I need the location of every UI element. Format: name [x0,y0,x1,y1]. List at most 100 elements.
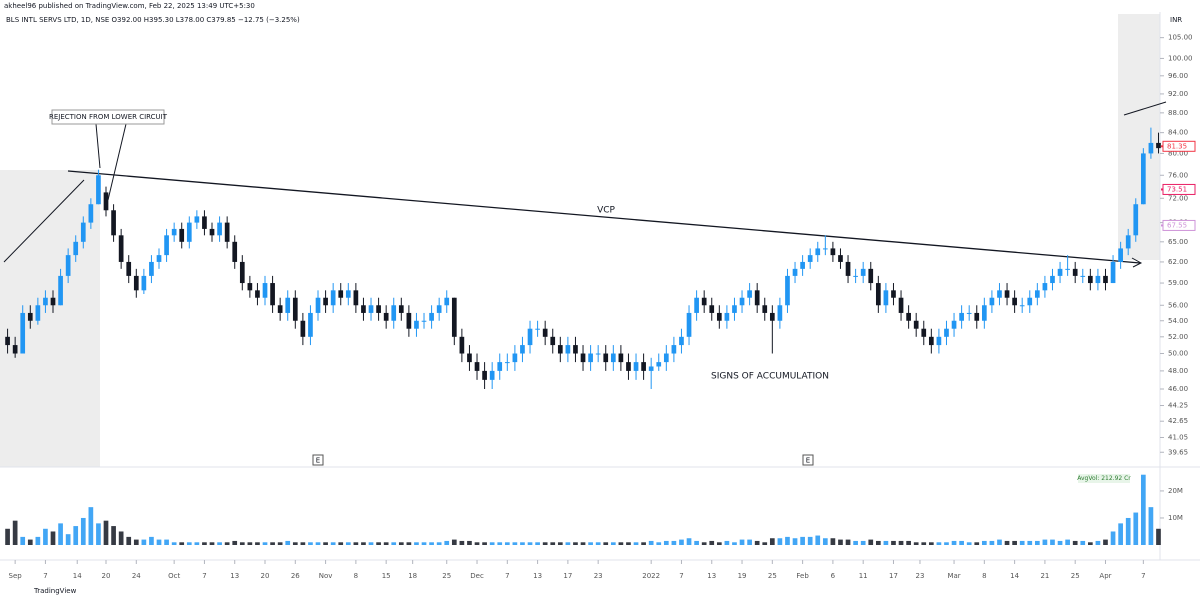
event-box [312,454,324,466]
volume-bar [368,542,374,545]
candle-body [648,366,654,371]
volume-bar [1072,540,1078,545]
volume-bar [50,531,56,545]
candle-body [482,370,487,380]
candle-body [111,210,116,236]
y-tick-label: 88.00 [1168,109,1188,117]
volume-bar [769,538,775,545]
x-tick-label: 17 [889,572,898,580]
volume-bar [429,542,434,545]
y-tick-label: 54.00 [1168,317,1188,325]
candle-body [232,241,238,262]
volume-bar [118,531,124,545]
candle-body [262,283,268,298]
volume-bar [1042,539,1048,545]
y-tick-label: 41.05 [1168,433,1188,441]
candle-body [906,312,911,321]
candle-body [497,362,503,371]
volume-bar [1004,540,1010,545]
y-tick-label: 96.00 [1168,72,1188,80]
candle-body [981,305,987,321]
trend-line [1123,101,1167,116]
volume-bar [149,536,154,545]
candle-body [50,297,56,306]
volume-bar [255,542,260,545]
candle-body [838,255,843,262]
candle-body [459,336,465,354]
volume-bar [80,517,86,545]
volume-bar [981,540,987,545]
volume-bar [868,539,874,545]
x-tick-label: 7 [679,572,683,580]
y-tick-label: 92.00 [1168,90,1188,98]
candle-body [550,336,556,346]
volume-bar [179,542,185,545]
candle-body [1012,297,1017,306]
candle-body [80,222,86,242]
volume-bar [35,536,41,545]
x-tick-label: 7 [505,572,509,580]
chart-title: BLS INTL SERVS LTD, 1D, NSE O392.00 H395… [6,16,300,24]
candle-body [633,362,639,371]
candle-body [149,261,154,276]
event-marker: E [316,457,320,465]
candle-body [277,305,283,313]
candle-body [292,297,298,321]
volume-bar [247,542,253,545]
x-tick-label: 25 [1071,572,1080,580]
candle-body [989,297,995,306]
candle-body [1148,142,1154,154]
candle-body [603,353,609,363]
candle-body [1140,153,1146,205]
candle-body [641,362,646,371]
x-tick-label: 17 [563,572,572,580]
candle-body [656,362,662,367]
volume-bar [1103,539,1108,545]
candle-body [421,320,427,322]
volume-bar [323,542,328,545]
volume-bar [845,539,851,545]
volume-bar [1034,540,1040,545]
candle-body [671,345,677,354]
volume-bar [345,542,351,545]
candle-body [573,345,578,354]
volume-bar [224,542,230,545]
volume-bar [482,542,487,545]
x-tick-label: 8 [982,572,986,580]
candle-body [1004,290,1010,298]
y-tick-label: 72.00 [1168,194,1188,202]
volume-bar [1065,539,1070,545]
candle-body [1156,142,1161,149]
candle-body [921,328,927,337]
volume-bar [747,539,752,545]
x-tick-label: 7 [202,572,206,580]
candle-body [444,297,450,306]
candle-body [701,297,707,306]
candle-body [1133,204,1139,236]
candle-body [141,275,147,291]
volume-bar [65,534,71,545]
x-tick-label: 15 [382,572,391,580]
candle-body [679,336,684,346]
volume-bar [959,540,964,545]
x-tick-label: 8 [354,572,358,580]
candle-body [618,353,624,363]
x-tick-label: 26 [291,572,300,580]
candle-body [732,305,737,313]
currency: INR [1170,16,1182,24]
x-tick-label: 6 [831,572,836,580]
volume-bar [1057,540,1063,545]
candle-body [209,228,215,236]
volume-bar [686,538,692,545]
candle-body [43,297,48,306]
y-tick-label: 44.25 [1168,402,1188,410]
candle-body [588,353,593,363]
candle-body [1080,275,1086,277]
x-tick-label: Oct [168,572,180,580]
candle-body [1034,290,1040,298]
x-tick-label: 21 [1040,572,1049,580]
x-tick-label: 13 [707,572,716,580]
volume-bar [966,542,972,545]
candle-body [800,261,805,269]
y-tick-label: 56.00 [1168,301,1188,309]
